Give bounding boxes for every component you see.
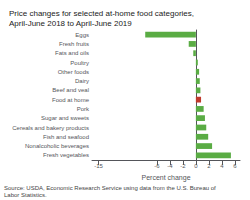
svg-text:4: 4 [220, 163, 224, 169]
svg-text:-6: -6 [154, 163, 160, 169]
svg-text:-2: -2 [180, 163, 186, 169]
svg-text:6: 6 [233, 163, 237, 169]
svg-text:Percent change: Percent change [141, 174, 190, 182]
svg-text:0: 0 [194, 163, 198, 169]
svg-text:Fish and seafood: Fish and seafood [43, 134, 89, 140]
svg-text:Fresh fruits: Fresh fruits [59, 41, 89, 47]
svg-text:Pork: Pork [77, 106, 90, 112]
svg-text:Cereals and bakery products: Cereals and bakery products [12, 125, 89, 131]
svg-text:Dairy: Dairy [75, 78, 89, 84]
svg-text:Source: USDA, Economic Researc: Source: USDA, Economic Research Service … [4, 185, 216, 191]
svg-text:April-June 2018 to April-June: April-June 2018 to April-June 2019 [9, 19, 132, 28]
svg-text:Beef and veal: Beef and veal [52, 87, 89, 93]
svg-text:Nonalcoholic beverages: Nonalcoholic beverages [25, 143, 89, 149]
svg-text:Poultry: Poultry [70, 60, 89, 66]
svg-text:Labor Statistics.: Labor Statistics. [4, 192, 47, 198]
svg-text:Eggs: Eggs [75, 32, 89, 38]
svg-text:Fresh vegetables: Fresh vegetables [43, 152, 89, 158]
svg-text:Fats and oils: Fats and oils [55, 50, 89, 56]
svg-text:Other foods: Other foods [58, 69, 89, 75]
svg-text:-15: -15 [94, 163, 103, 169]
svg-text:-4: -4 [167, 163, 173, 169]
svg-text:Price changes for selected at-: Price changes for selected at-home food … [9, 9, 194, 18]
svg-text:Food at home: Food at home [52, 97, 90, 103]
svg-text:2: 2 [207, 163, 211, 169]
svg-text:Sugar and sweets: Sugar and sweets [41, 115, 89, 121]
